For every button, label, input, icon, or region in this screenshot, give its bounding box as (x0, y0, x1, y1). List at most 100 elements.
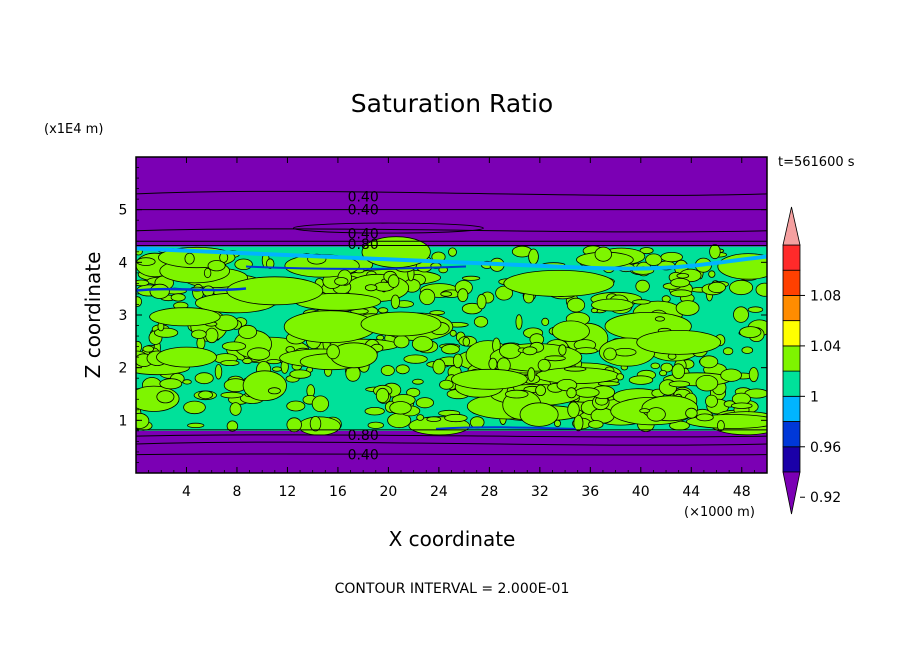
colorbar-label: 0.96 (810, 440, 841, 456)
y-unit-label: (x1E4 m) (44, 122, 103, 137)
supersaturation-patch (654, 316, 666, 322)
contour-line (136, 228, 767, 233)
dry-streak (136, 287, 247, 292)
supersaturation-patch (367, 421, 385, 429)
supersaturation-region (503, 269, 615, 297)
contour-label: 0.40 (348, 190, 379, 206)
supersaturation-patch (149, 307, 221, 327)
supersaturation-patch (191, 329, 207, 340)
plot-area (136, 157, 767, 473)
supersaturation-patch (136, 412, 150, 429)
supersaturation-patch (364, 284, 378, 292)
supersaturation-patch (708, 270, 716, 278)
supersaturation-patch (220, 359, 240, 366)
supersaturation-patch (238, 324, 258, 339)
supersaturation-patch (448, 247, 457, 257)
supersaturation-patch (720, 368, 742, 382)
supersaturation-patch (488, 357, 498, 370)
supersaturation-patch (380, 365, 395, 376)
colorbar-label: 1 (810, 389, 819, 405)
supersaturation-patch (375, 387, 390, 404)
supersaturation-patch (522, 346, 538, 356)
contour-labels: 0.400.400.400.800.800.40 (348, 190, 379, 464)
x-tick-label: 4 (182, 484, 191, 500)
y-tick-label: 2 (119, 361, 128, 377)
supersaturation-patch (645, 253, 663, 266)
supersaturation-patch (558, 344, 567, 356)
supersaturation-patch (590, 298, 634, 312)
supersaturation-patch (670, 289, 693, 298)
supersaturation-patch (567, 401, 580, 419)
supersaturation-patch (387, 274, 400, 288)
contour-label: 0.40 (348, 226, 379, 242)
supersaturation-patch (722, 347, 734, 356)
contour-interval-footer: CONTOUR INTERVAL = 2.000E-01 (335, 581, 570, 597)
colorbar-label: 1.04 (810, 339, 841, 355)
supersaturation-patch (170, 293, 186, 302)
supersaturation-patch (159, 378, 183, 390)
supersaturation-patch (705, 394, 718, 408)
supersaturation-patch (334, 277, 349, 286)
contour-label: 0.80 (348, 428, 379, 444)
supersaturation-patch (566, 387, 577, 399)
supersaturation-patch (311, 395, 329, 413)
supersaturation-patch (205, 327, 219, 344)
contour-label: 0.40 (348, 448, 379, 464)
supersaturation-patch (659, 369, 668, 377)
supersaturation-patch (616, 373, 624, 381)
contour-line (292, 222, 484, 234)
supersaturation-patch (747, 306, 764, 313)
y-tick-label: 1 (119, 413, 128, 429)
supersaturation-patch (537, 358, 551, 372)
supersaturation-patch (527, 367, 536, 382)
colorbar-segment (782, 244, 801, 271)
supersaturation-patch (198, 390, 214, 400)
supersaturation-region (636, 329, 722, 355)
supersaturation-patch (660, 252, 683, 263)
lower-dry-region (136, 430, 767, 473)
supersaturation-patch (309, 416, 322, 432)
supersaturation-patch (286, 400, 306, 412)
contour-line (136, 453, 767, 456)
supersaturation-patch (364, 407, 385, 416)
colorbar-segment (782, 370, 801, 397)
supersaturation-patch (573, 414, 584, 432)
supersaturation-patch (415, 397, 434, 409)
supersaturation-patch (476, 293, 487, 310)
supersaturation-patch (613, 348, 637, 357)
supersaturation-patch (411, 336, 434, 352)
supersaturation-patch (271, 366, 282, 372)
supersaturation-patch (266, 359, 282, 365)
x-axis-title: X coordinate (389, 527, 516, 551)
supersaturation-patch (136, 257, 156, 266)
colorbar-top-arrow (782, 206, 801, 246)
supersaturation-patch (748, 367, 759, 383)
supersaturation-patch (207, 260, 226, 272)
colorbar-bottom-arrow (782, 471, 801, 515)
supersaturation-patch (289, 369, 312, 379)
supersaturation-region (226, 276, 324, 306)
supersaturation-patch (142, 345, 155, 353)
supersaturation-patch (136, 296, 142, 307)
supersaturation-patch (457, 288, 469, 303)
supersaturation-patch (495, 285, 514, 301)
supersaturation-patch (395, 364, 410, 375)
supersaturation-patch (729, 279, 754, 296)
supersaturation-patch (670, 278, 690, 288)
supersaturation-patch (574, 387, 600, 398)
supersaturation-patch (226, 420, 239, 432)
x-tick-label: 28 (480, 484, 498, 500)
x-tick-label: 44 (682, 484, 700, 500)
supersaturation-patch (594, 246, 613, 262)
contour-line (136, 441, 767, 446)
supersaturation-patch (551, 320, 590, 342)
supersaturation-patch (429, 310, 446, 316)
supersaturation-patch (676, 273, 690, 279)
supersaturation-region (360, 311, 442, 337)
supersaturation-patch (564, 366, 587, 372)
supersaturation-patch (635, 279, 650, 293)
supersaturation-patch (515, 314, 523, 330)
supersaturation-patch (449, 329, 457, 337)
colorbar-segment (782, 345, 801, 372)
supersaturation-patch (416, 414, 425, 421)
